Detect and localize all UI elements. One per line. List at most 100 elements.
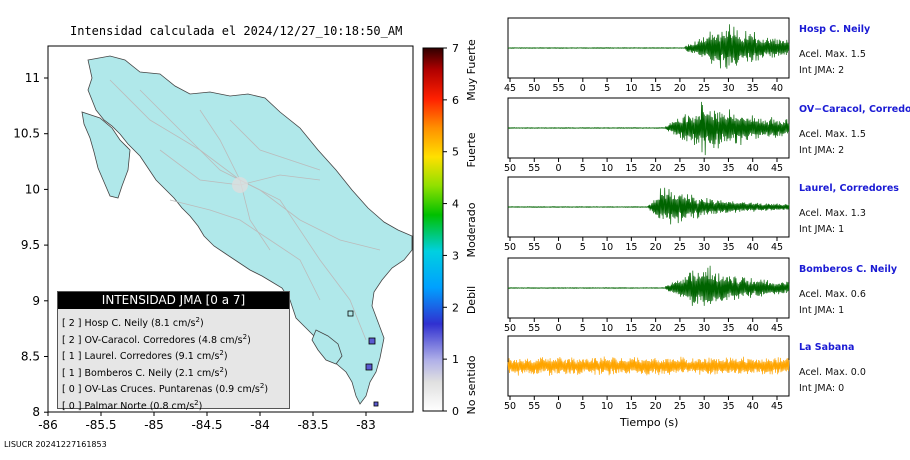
map-title: Intensidad calculada el 2024/12/27_10:18… [70,24,403,38]
legend-item-close: ) [264,384,269,396]
map-y-tick-label: 9 [32,294,40,308]
seismogram-panel: 50 55 0 5 10 15 20 25 30 35 40 45 [504,176,790,253]
colorbar-category-label: No sentido [465,355,478,414]
station-accel-max: Acel. Max. 1.3 [799,208,866,219]
intensity-legend: INTENSIDAD JMA [0 a 7] [ 2 ] Hosp C. Nei… [57,291,290,412]
colorbar-tick-label: 0 [452,405,459,418]
time-tick-label: 30 [698,242,710,253]
map-x-tick-label: -83 [356,418,376,432]
time-tick-label: 20 [674,83,686,94]
map-x-tick-label: -83.5 [297,418,328,432]
map-x-tick-label: -84.5 [191,418,222,432]
time-tick-label: 25 [674,242,686,253]
map-x-tick-label: -86 [38,418,58,432]
time-tick-label: 50 [528,83,540,94]
time-tick-label: 55 [528,163,540,174]
station-name: OV−Caracol, Corredore [799,104,910,115]
legend-item-close: ) [247,334,251,346]
legend-item-text: [ 0 ] Palmar Norte (0.8 cm/s [62,400,195,412]
time-tick-label: 55 [528,401,540,412]
time-tick-label: 35 [722,163,734,174]
time-tick-label: 45 [504,83,516,94]
map-x-tick-label: -85.5 [85,418,116,432]
legend-item-sup: 2 [259,382,265,390]
legend-title: INTENSIDAD JMA [0 a 7] [58,292,289,309]
roads-network [109,79,381,341]
legend-item: [ 1 ] Laurel. Corredores (9.1 cm/s2) [58,345,289,362]
colorbar [422,47,444,412]
time-tick-label: 5 [580,163,586,174]
time-tick-label: 45 [771,323,783,334]
time-tick-label: 40 [747,323,759,334]
time-tick-label: 5 [604,83,610,94]
time-tick-label: 25 [698,83,710,94]
station-jma-intensity: Int JMA: 2 [799,145,845,156]
time-tick-label: 15 [650,83,662,94]
time-tick-label: 20 [650,242,662,253]
map-y-tick-label: 11 [25,71,40,85]
station-jma-intensity: Int JMA: 0 [799,383,845,394]
time-tick-label: 25 [674,401,686,412]
time-tick-label: 0 [556,163,562,174]
time-tick-label: 5 [580,242,586,253]
time-tick-label: 40 [771,83,783,94]
legend-item-sup: 2 [195,316,200,324]
map-x-tick-label: -85 [144,418,164,432]
legend-item-close: ) [223,351,228,363]
legend-item-close: ) [223,367,228,379]
map-y-tick-label: 10.5 [13,127,40,141]
seismogram-panel: 50 55 0 5 10 15 20 25 30 35 40 45 [504,257,790,334]
time-tick-label: 10 [601,401,613,412]
station-accel-max: Acel. Max. 0.6 [799,289,866,300]
station-name: La Sabana [799,342,855,353]
map-y-tick-label: 9.5 [21,238,40,252]
time-tick-label: 15 [625,401,637,412]
station-jma-intensity: Int JMA: 2 [799,65,845,76]
time-tick-label: 10 [625,83,637,94]
time-tick-label: 0 [556,242,562,253]
time-tick-label: 40 [747,401,759,412]
time-tick-label: 35 [722,242,734,253]
time-tick-label: 45 [771,163,783,174]
colorbar-tick-label: 4 [452,198,459,211]
time-tick-label: 50 [504,242,516,253]
costa-rica-landmass [81,55,413,405]
time-tick-label: 45 [771,242,783,253]
waveform-trace [507,101,790,156]
legend-item-text: [ 1 ] Laurel. Corredores (9.1 cm/s [62,351,220,363]
legend-item: [ 1 ] Bomberos C. Neily (2.1 cm/s2) [58,362,289,379]
time-tick-label: 30 [698,323,710,334]
time-tick-label: 10 [601,323,613,334]
time-tick-label: 5 [580,323,586,334]
time-tick-label: 10 [601,242,613,253]
time-tick-label: 25 [674,163,686,174]
time-tick-label: 50 [504,401,516,412]
map-y-ticks: 11 10.5 10 9.5 9 8.5 8 [13,71,48,419]
map-y-tick-label: 10 [25,182,40,196]
map-y-tick-label: 8.5 [21,350,40,364]
legend-item: [ 2 ] Hosp C. Neily (8.1 cm/s2) [58,312,289,329]
seismogram-panel: 50 55 0 5 10 15 20 25 30 35 40 45 [504,335,790,412]
colorbar-category-label: Muy Fuerte [465,39,478,101]
time-tick-label: 55 [528,323,540,334]
time-tick-label: 0 [580,83,586,94]
time-tick-label: 45 [771,401,783,412]
legend-item-sup: 2 [219,349,224,357]
legend-item-sup: 2 [242,332,248,341]
map-x-ticks: -86 -85.5 -85 -84.5 -84 -83.5 -83 [38,412,376,432]
colorbar-category-label: Debil [465,286,478,314]
station-name: Bomberos C. Neily [799,264,898,275]
time-tick-label: 20 [650,163,662,174]
time-tick-label: 55 [528,242,540,253]
legend-item: [ 0 ] Palmar Norte (0.8 cm/s2) [58,395,289,412]
time-tick-label: 35 [722,401,734,412]
legend-item-sup: 2 [194,398,199,407]
map-x-tick-label: -84 [250,418,270,432]
colorbar-tick-label: 6 [452,94,459,107]
station-accel-max: Acel. Max. 0.0 [799,367,866,378]
time-tick-label: 35 [722,323,734,334]
time-tick-label: 55 [552,83,564,94]
station-name: Laurel, Corredores [799,183,899,194]
legend-item-text: [ 1 ] Bomberos C. Neily (2.1 cm/s [62,367,220,379]
waveform-trace [507,265,790,306]
